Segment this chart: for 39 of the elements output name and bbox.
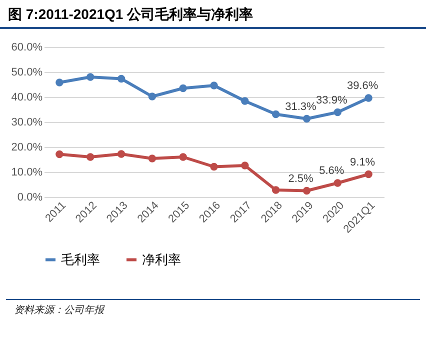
point: [117, 74, 126, 83]
y-tick-label: 30.0%: [11, 116, 43, 128]
point: [334, 108, 342, 116]
data-label: 5.6%: [319, 165, 344, 177]
data-label: 33.9%: [316, 94, 348, 106]
point: [148, 92, 156, 100]
data-label: 9.1%: [350, 156, 376, 168]
point: [364, 170, 372, 178]
point: [86, 73, 94, 81]
point: [364, 94, 372, 102]
point: [179, 84, 187, 92]
point: [210, 82, 218, 90]
data-label: 39.6%: [346, 80, 378, 92]
y-tick-label: 0.0%: [17, 192, 43, 204]
point: [86, 153, 94, 161]
point: [179, 153, 187, 161]
point: [210, 162, 218, 171]
point: [56, 78, 64, 86]
legend-label: 毛利率: [61, 252, 100, 267]
point: [56, 150, 64, 158]
chart-title: 图 7:2011-2021Q1 公司毛利率与净利率: [0, 0, 426, 29]
y-tick-label: 50.0%: [11, 66, 43, 78]
point: [241, 162, 249, 170]
y-tick-label: 10.0%: [11, 166, 43, 178]
y-tick-label: 20.0%: [11, 142, 43, 154]
point: [272, 110, 280, 118]
text: 资料来源：公司年报: [6, 299, 420, 320]
data-label: 2.5%: [288, 172, 314, 185]
point: [302, 114, 311, 123]
y-tick-label: 60.0%: [11, 42, 43, 54]
y-tick-label: 40.0%: [11, 92, 43, 104]
point: [334, 179, 342, 187]
data-label: 31.3%: [285, 100, 317, 113]
point: [117, 150, 126, 158]
point: [272, 186, 280, 194]
point: [302, 186, 311, 195]
point: [148, 154, 156, 162]
point: [241, 97, 249, 105]
legend-label: 净利率: [142, 252, 181, 267]
